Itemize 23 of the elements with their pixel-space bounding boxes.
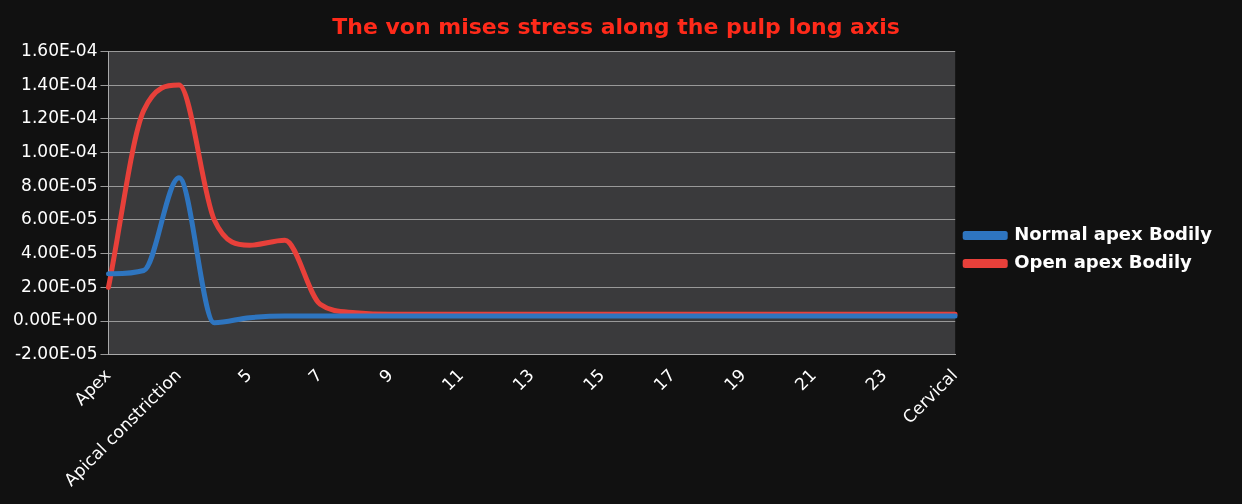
y-tick-label: 1.20E-04 <box>21 107 98 128</box>
legend-label: Open apex Bodily <box>1014 251 1193 273</box>
x-tick-label: 7 <box>304 364 327 387</box>
legend-label: Normal apex Bodily <box>1014 223 1213 245</box>
x-tick-label: 21 <box>790 364 821 395</box>
x-tick-label: 11 <box>437 364 468 395</box>
y-tick-label: 1.60E-04 <box>21 39 98 60</box>
y-tick-label: 1.40E-04 <box>21 73 98 94</box>
y-tick-label: 6.00E-05 <box>21 208 98 229</box>
x-tick-label: 19 <box>720 364 750 395</box>
x-tick-label: 9 <box>374 364 397 387</box>
x-tick-label: 17 <box>649 364 679 395</box>
y-tick-label: 1.00E-04 <box>21 140 98 161</box>
x-tick-label: 23 <box>861 364 891 395</box>
x-tick-label: 15 <box>578 364 609 395</box>
x-tick-label: 13 <box>508 364 538 395</box>
y-tick-label: 0.00E+00 <box>13 309 98 330</box>
x-tick-label: 5 <box>233 364 256 387</box>
y-tick-label: 4.00E-05 <box>21 242 98 263</box>
chart-title: The von mises stress along the pulp long axis <box>332 13 900 39</box>
y-tick-label: 2.00E-05 <box>21 275 98 296</box>
y-tick-label: 8.00E-05 <box>21 174 98 195</box>
y-tick-label: -2.00E-05 <box>14 343 98 364</box>
